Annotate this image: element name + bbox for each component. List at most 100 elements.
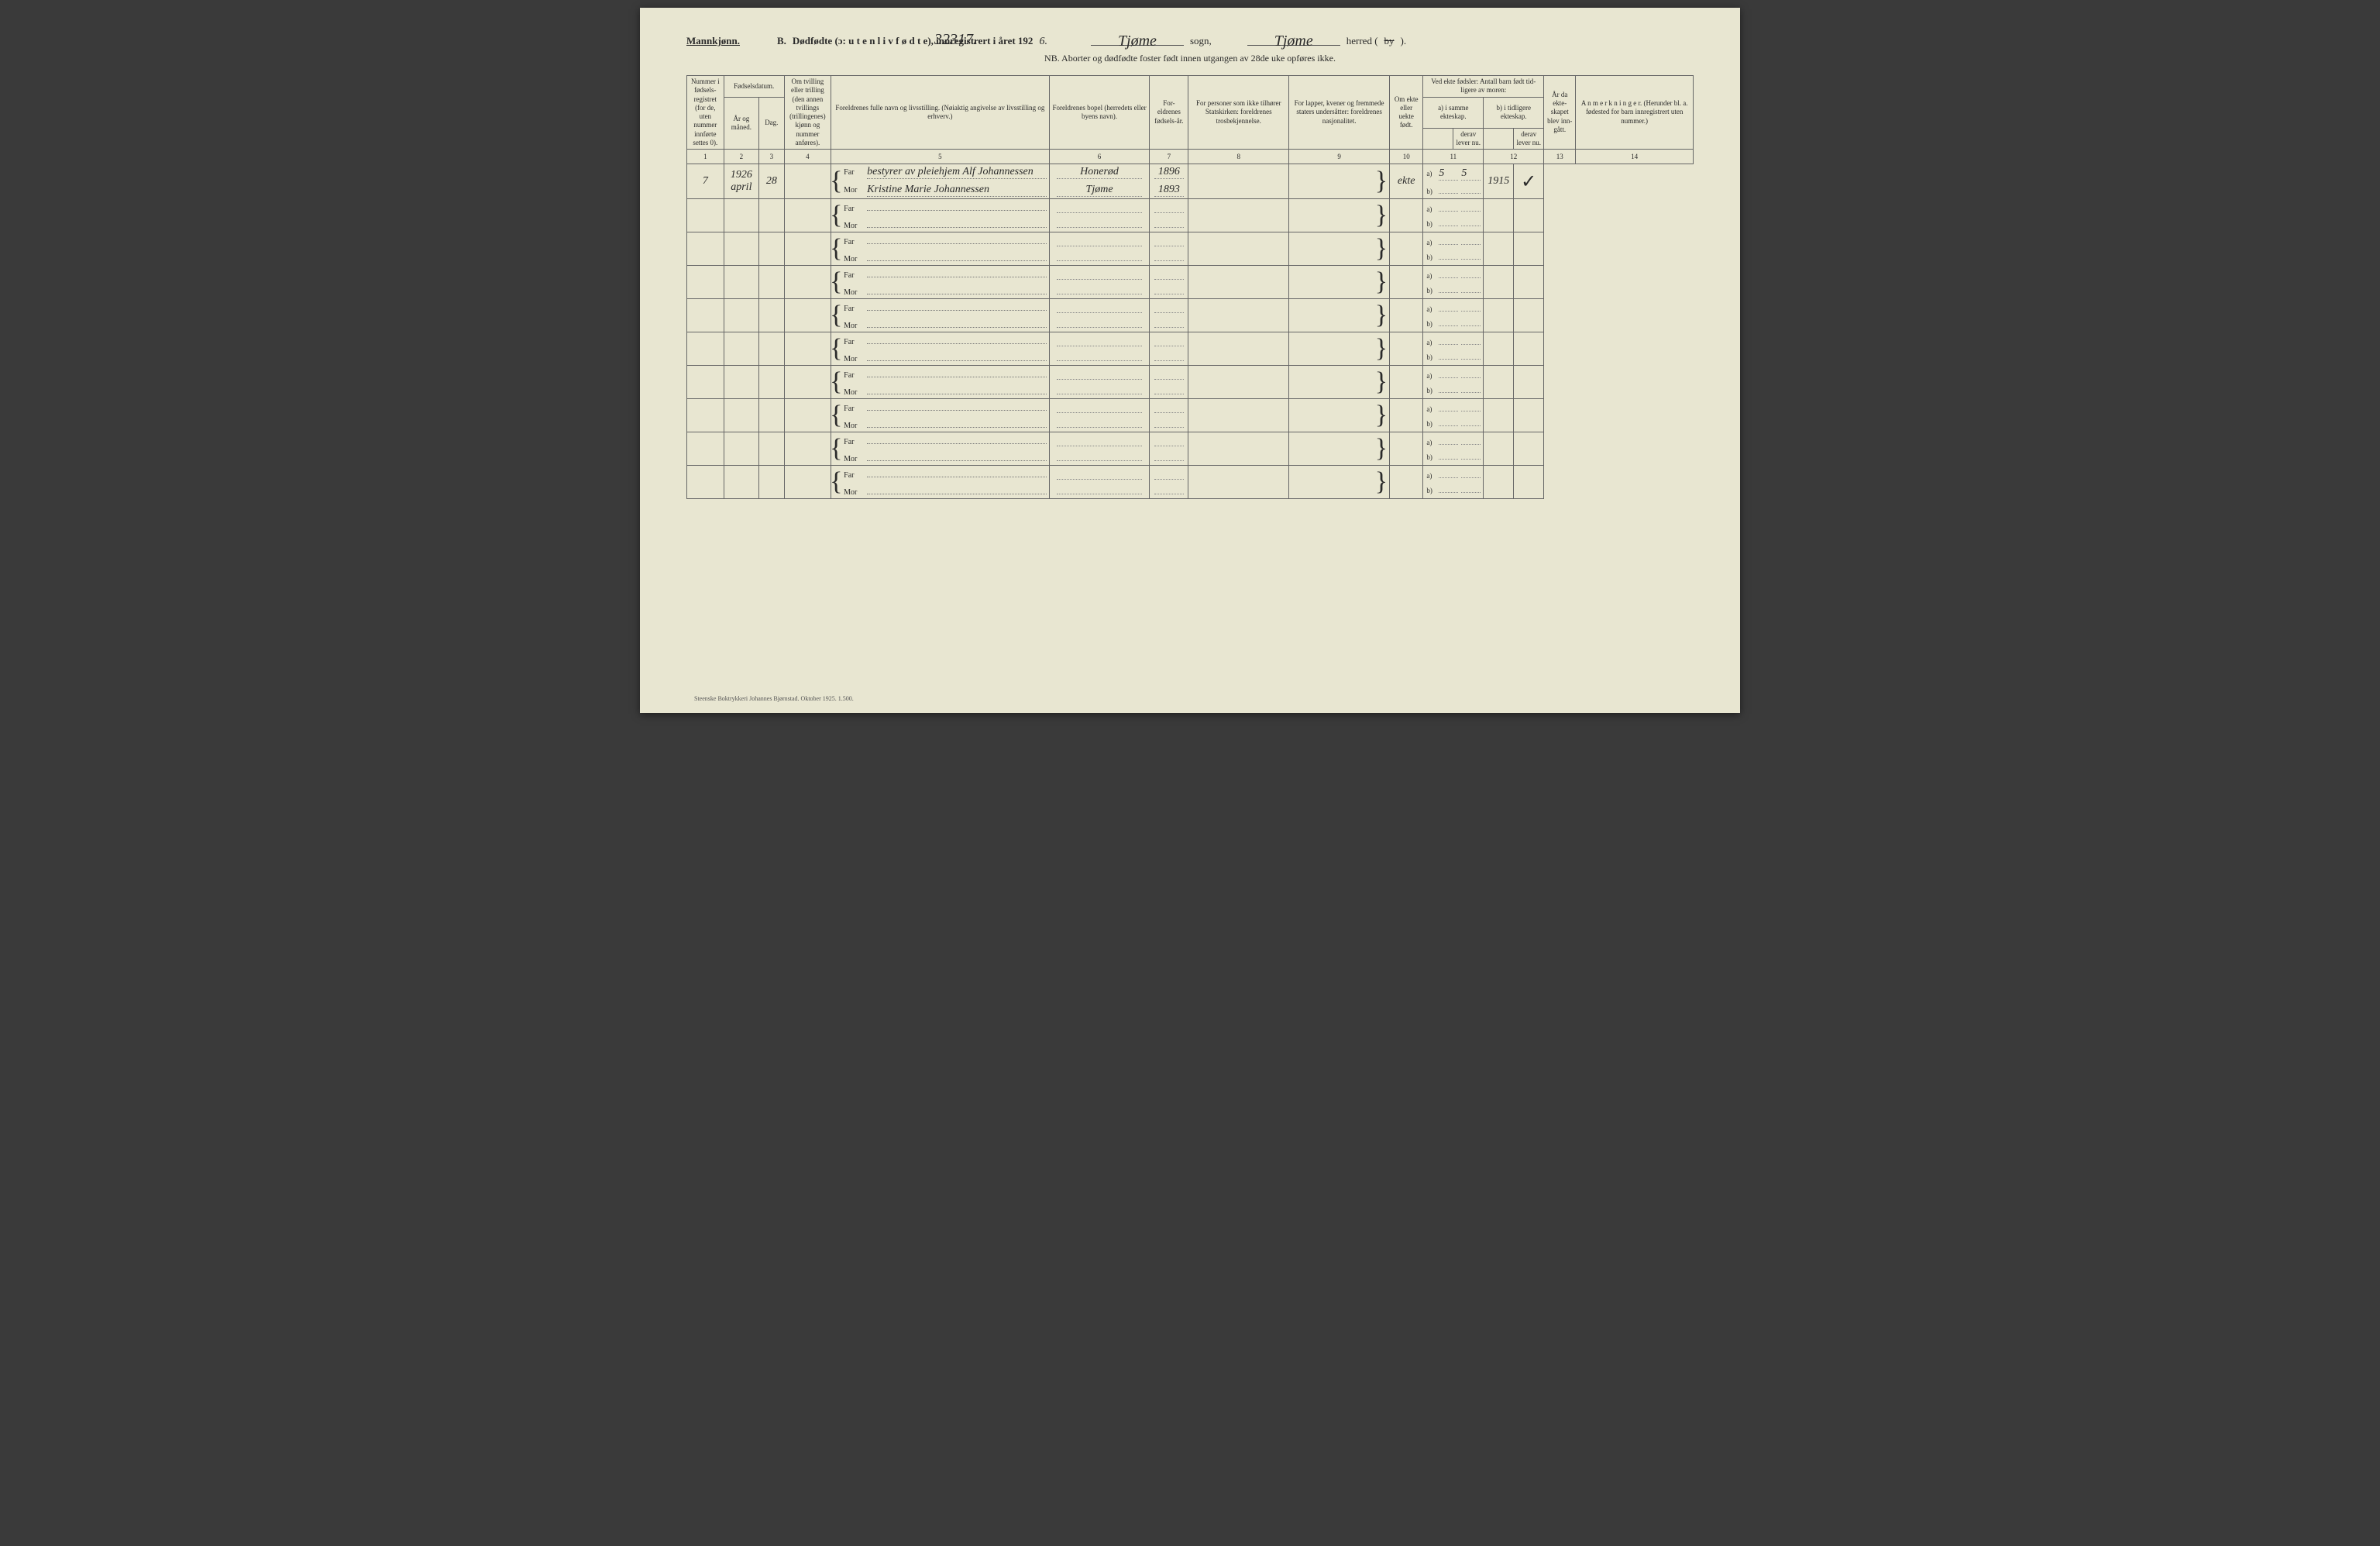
cell-bopel	[1049, 366, 1150, 399]
mor-label: Mor	[844, 322, 862, 330]
cell-birthyears	[1150, 366, 1188, 399]
far-year	[1154, 270, 1185, 280]
far-name: bestyrer av pleiehjem Alf Johannessen	[867, 166, 1046, 179]
cell-relig	[1188, 366, 1289, 399]
herred-strike: by	[1384, 35, 1395, 47]
colnum-7: 7	[1150, 150, 1188, 164]
cell-marriage-year	[1484, 432, 1514, 466]
table-body: 1 2 3 4 5 6 7 8 9 10 11 12 13 14 7 1926 …	[687, 150, 1694, 499]
cell-day	[759, 199, 784, 232]
cell-nat: }	[1289, 164, 1390, 199]
colnum-9: 9	[1289, 150, 1390, 164]
cell-birthyears	[1150, 432, 1188, 466]
cell-year-month	[724, 466, 758, 499]
cell-relig	[1188, 232, 1289, 266]
cell-ekte: ekte	[1390, 164, 1423, 199]
mor-bopel	[1057, 218, 1143, 228]
mor-year	[1154, 351, 1185, 361]
table-row: { Far Mor } a) b)	[687, 232, 1694, 266]
cell-day	[759, 432, 784, 466]
cell-year-month: 1926 april	[724, 164, 758, 199]
cell-day: 28	[759, 164, 784, 199]
cell-year-month	[724, 332, 758, 366]
cell-remark	[1514, 266, 1544, 299]
head-col9: For lapper, kvener og fremmede staters u…	[1289, 76, 1390, 150]
far-name	[867, 334, 1046, 344]
colnum-12: 12	[1484, 150, 1544, 164]
mor-name	[867, 318, 1046, 328]
header-line-1: Mannkjønn. B. Dødfødte (ɔ: u t e n l i v…	[686, 31, 1694, 48]
b-live	[1461, 318, 1481, 326]
mor-name	[867, 351, 1046, 361]
cell-num	[687, 366, 724, 399]
head-col13: År da ekte-skapet blev inn-gått.	[1544, 76, 1576, 150]
far-label: Far	[844, 305, 862, 313]
nb-note: NB. Aborter og dødfødte foster født inne…	[686, 53, 1694, 64]
b-label: b)	[1426, 387, 1436, 394]
cell-num: 7	[687, 164, 724, 199]
mor-name	[867, 451, 1046, 461]
a-same	[1439, 370, 1458, 378]
cell-a: a) b)	[1423, 399, 1484, 432]
cell-year-month	[724, 266, 758, 299]
cell-parents: { Far Mor	[831, 266, 1049, 299]
b-prev	[1439, 251, 1458, 260]
a-same	[1439, 436, 1458, 445]
b-prev	[1439, 351, 1458, 360]
mor-year: 1893	[1154, 184, 1185, 197]
table-row: { Far Mor } a) b)	[687, 199, 1694, 232]
far-bopel	[1057, 203, 1143, 213]
cell-num	[687, 332, 724, 366]
mor-bopel: Tjøme	[1057, 184, 1143, 197]
mor-bopel	[1057, 351, 1143, 361]
b-prev	[1439, 284, 1458, 293]
cell-a: a) b)	[1423, 366, 1484, 399]
cell-ekte	[1390, 399, 1423, 432]
b-live	[1461, 484, 1481, 493]
title-year-suffix: 6.	[1039, 36, 1047, 48]
cell-parents: { Far Mor	[831, 399, 1049, 432]
far-name	[867, 401, 1046, 411]
cell-num	[687, 432, 724, 466]
a-label: a)	[1426, 372, 1436, 380]
cell-twin	[784, 466, 831, 499]
colnum-8: 8	[1188, 150, 1289, 164]
mor-label: Mor	[844, 186, 862, 195]
far-bopel: Honerød	[1057, 166, 1143, 179]
cell-year-month	[724, 366, 758, 399]
cell-remark	[1514, 299, 1544, 332]
cell-num	[687, 299, 724, 332]
cell-parents: { Far Mor	[831, 366, 1049, 399]
a-live	[1461, 336, 1481, 345]
cell-remark	[1514, 332, 1544, 366]
far-bopel	[1057, 336, 1143, 346]
mor-label: Mor	[844, 422, 862, 430]
cell-day	[759, 232, 784, 266]
cell-birthyears	[1150, 232, 1188, 266]
column-number-row: 1 2 3 4 5 6 7 8 9 10 11 12 13 14	[687, 150, 1694, 164]
cell-nat: }	[1289, 199, 1390, 232]
cell-bopel	[1049, 432, 1150, 466]
cell-remark	[1514, 232, 1544, 266]
cell-twin	[784, 432, 831, 466]
cell-twin	[784, 399, 831, 432]
cell-marriage-year	[1484, 332, 1514, 366]
far-bopel	[1057, 236, 1143, 246]
far-name	[867, 267, 1046, 277]
cell-ekte	[1390, 232, 1423, 266]
cell-year-month	[724, 399, 758, 432]
b-label: b)	[1426, 188, 1436, 195]
head-col11a1	[1423, 128, 1453, 150]
table-head: Nummer i fødsels-registret (for de, uten…	[687, 76, 1694, 150]
head-col8: For personer som ikke tilhører Statskirk…	[1188, 76, 1289, 150]
sogn-value: Tjøme	[1118, 33, 1157, 50]
mor-label: Mor	[844, 255, 862, 263]
far-bopel	[1057, 303, 1143, 313]
cell-relig	[1188, 466, 1289, 499]
cell-relig	[1188, 299, 1289, 332]
mor-name	[867, 484, 1046, 494]
cell-num	[687, 466, 724, 499]
cell-twin	[784, 299, 831, 332]
cell-parents: { Far Mor	[831, 432, 1049, 466]
cell-relig	[1188, 199, 1289, 232]
